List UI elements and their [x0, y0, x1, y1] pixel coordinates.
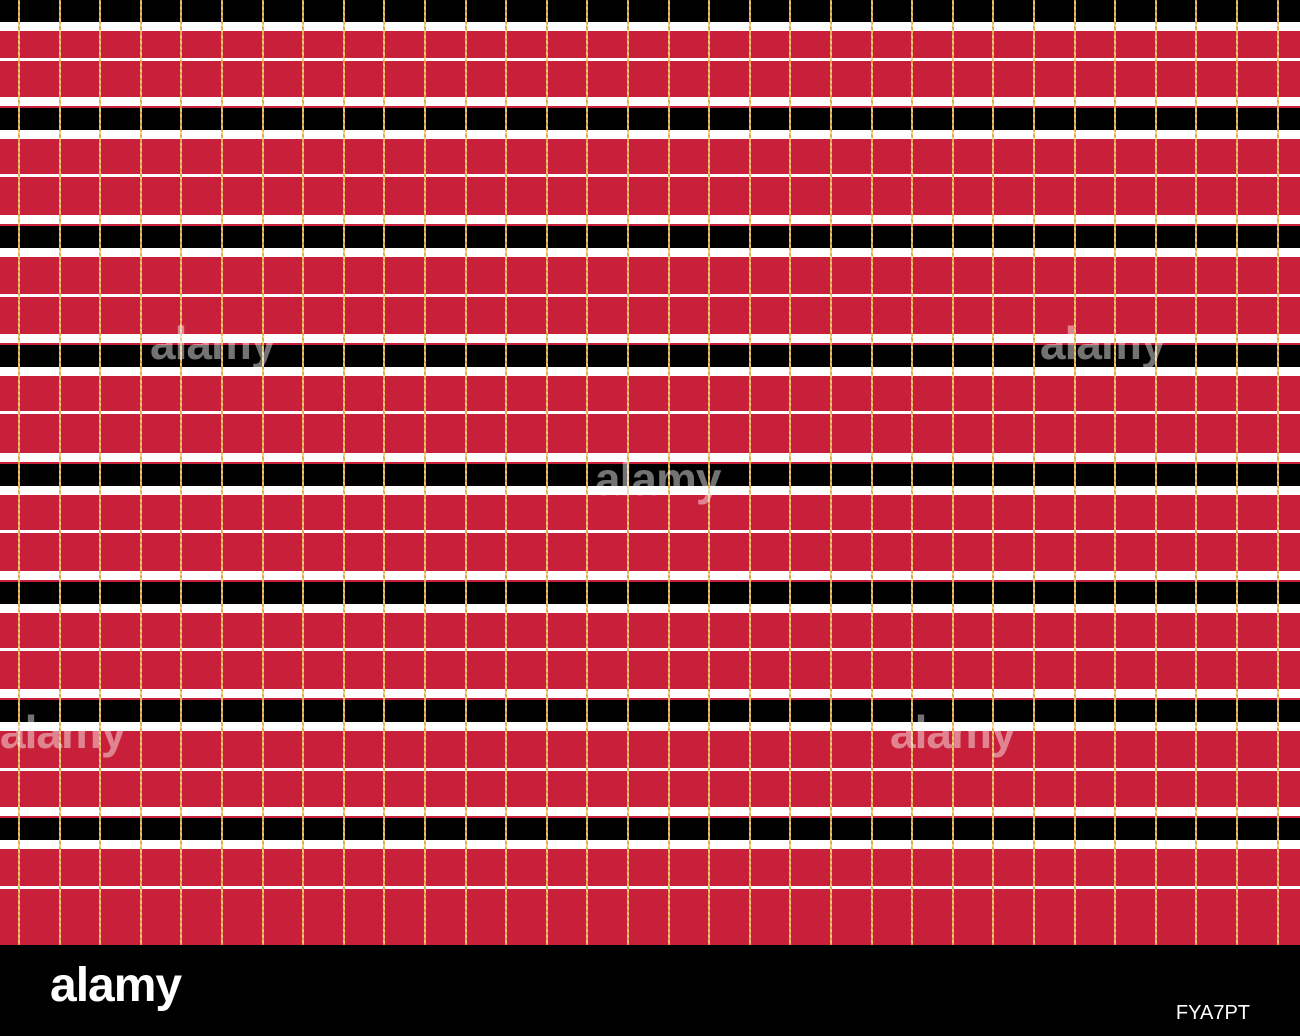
gold-thread — [992, 0, 994, 945]
gold-thread — [668, 0, 670, 945]
thin-white-stripe — [0, 886, 1300, 889]
thin-white-stripe — [0, 768, 1300, 771]
white-stripe — [0, 367, 1300, 376]
white-stripe — [0, 689, 1300, 698]
white-stripe — [0, 453, 1300, 462]
gold-thread — [302, 0, 304, 945]
black-stripe — [0, 464, 1300, 486]
thin-white-stripe — [0, 530, 1300, 533]
gold-thread — [18, 0, 20, 945]
gold-thread — [1033, 0, 1035, 945]
gold-thread — [871, 0, 873, 945]
gold-thread — [911, 0, 913, 945]
gold-thread — [99, 0, 101, 945]
gold-thread — [505, 0, 507, 945]
gold-thread — [586, 0, 588, 945]
white-stripe — [0, 248, 1300, 257]
black-stripe — [0, 818, 1300, 840]
gold-thread — [1155, 0, 1157, 945]
black-stripe — [0, 345, 1300, 367]
gold-thread — [262, 0, 264, 945]
white-stripe — [0, 486, 1300, 495]
alamy-logo: alamy — [50, 959, 182, 1012]
white-stripe — [0, 722, 1300, 731]
image-code: FYA7PT — [1175, 1002, 1250, 1024]
white-stripe — [0, 215, 1300, 224]
white-stripe — [0, 334, 1300, 343]
thin-white-stripe — [0, 294, 1300, 297]
gold-thread — [1114, 0, 1116, 945]
black-stripe — [0, 700, 1300, 722]
black-stripe — [0, 582, 1300, 604]
thin-white-stripe — [0, 58, 1300, 61]
gold-thread — [546, 0, 548, 945]
white-stripe — [0, 22, 1300, 31]
gold-thread — [465, 0, 467, 945]
gold-thread — [1074, 0, 1076, 945]
gold-thread — [1277, 0, 1279, 945]
gold-thread — [221, 0, 223, 945]
gold-thread — [59, 0, 61, 945]
gold-thread — [1195, 0, 1197, 945]
plaid-pattern — [0, 0, 1300, 945]
thin-white-stripe — [0, 648, 1300, 651]
gold-thread — [708, 0, 710, 945]
gold-thread — [343, 0, 345, 945]
thin-white-stripe — [0, 174, 1300, 177]
white-stripe — [0, 571, 1300, 580]
white-stripe — [0, 807, 1300, 816]
black-stripe — [0, 108, 1300, 130]
gold-thread — [627, 0, 629, 945]
white-stripe — [0, 97, 1300, 106]
gold-thread — [383, 0, 385, 945]
gold-thread — [424, 0, 426, 945]
black-stripe — [0, 0, 1300, 22]
gold-thread — [180, 0, 182, 945]
white-stripe — [0, 130, 1300, 139]
gold-thread — [1236, 0, 1238, 945]
black-stripe — [0, 226, 1300, 248]
gold-thread — [140, 0, 142, 945]
white-stripe — [0, 604, 1300, 613]
white-stripe — [0, 840, 1300, 849]
gold-thread — [749, 0, 751, 945]
gold-thread — [789, 0, 791, 945]
thin-white-stripe — [0, 411, 1300, 414]
footer-bar — [0, 945, 1300, 1036]
gold-thread — [952, 0, 954, 945]
gold-thread — [830, 0, 832, 945]
